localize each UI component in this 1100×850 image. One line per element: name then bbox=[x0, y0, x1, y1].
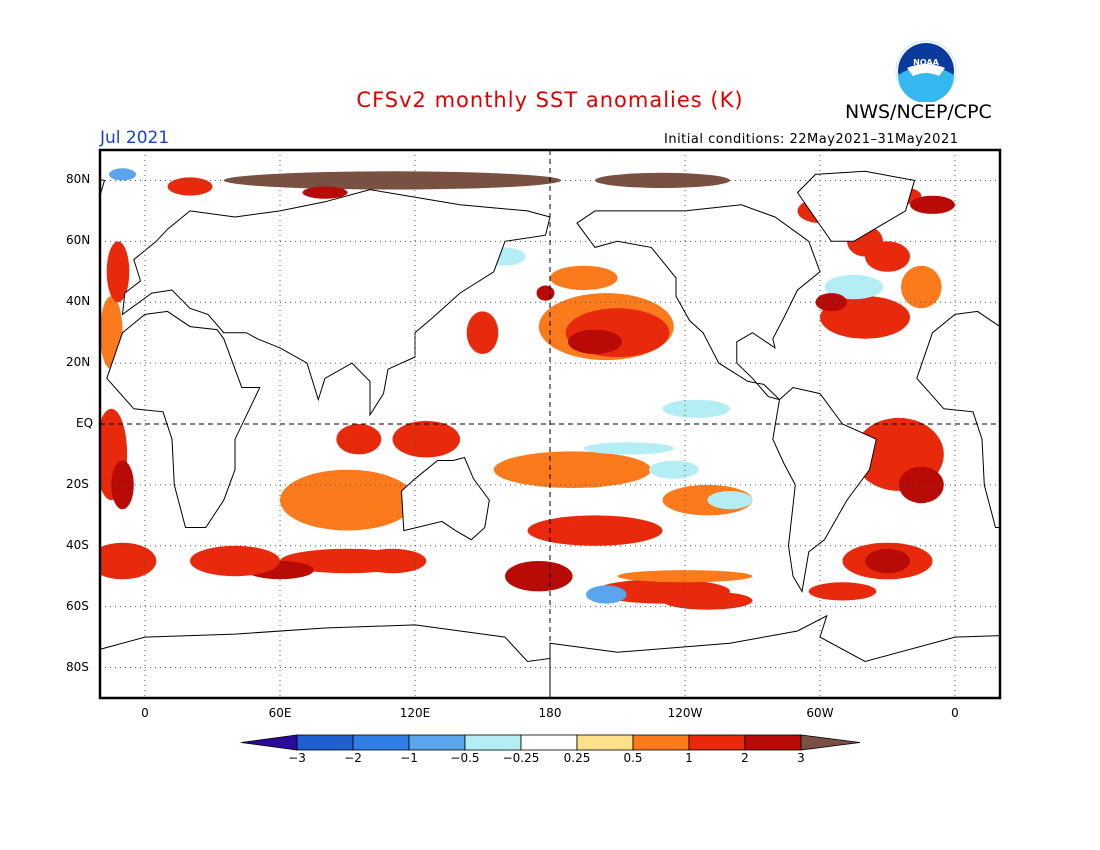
lon-tick-label: 120W bbox=[667, 706, 703, 720]
agency-label: NWS/NCEP/CPC bbox=[845, 101, 992, 123]
anomaly-patch bbox=[550, 265, 618, 291]
colorbar bbox=[240, 734, 861, 751]
lat-tick-label: 40N bbox=[66, 294, 91, 309]
greenland-land bbox=[796, 170, 916, 242]
lon-tick-label: 60E bbox=[268, 706, 292, 720]
eurasia-land bbox=[121, 189, 551, 417]
anomaly-patch bbox=[302, 186, 348, 199]
anomaly-patch bbox=[466, 311, 499, 355]
colorbar-low-arrow bbox=[240, 734, 298, 751]
anomaly-patch bbox=[617, 570, 753, 583]
lat-tick-label: 60N bbox=[66, 233, 91, 248]
anomaly-patch bbox=[392, 420, 461, 458]
anomaly-patch bbox=[111, 460, 134, 510]
anomaly-patch bbox=[808, 582, 877, 601]
colorbar-swatch bbox=[520, 734, 578, 751]
anomaly-patch bbox=[358, 548, 427, 574]
samerica-land bbox=[772, 386, 877, 593]
anomaly-patch bbox=[586, 585, 627, 604]
lat-tick-label: 60S bbox=[66, 598, 89, 613]
logo-text: NOAA bbox=[913, 58, 939, 67]
lon-tick-label: 0 bbox=[141, 706, 149, 720]
anomaly-patch bbox=[707, 491, 753, 510]
colorbar-swatch bbox=[464, 734, 522, 751]
colorbar-tick-label: 1 bbox=[685, 751, 693, 765]
colorbar-tick-label: 0.25 bbox=[563, 751, 591, 765]
anomaly-patch bbox=[865, 548, 910, 574]
colorbar-tick-label: −2 bbox=[344, 751, 362, 765]
colorbar-swatch bbox=[632, 734, 690, 751]
colorbar-tick-label: −3 bbox=[288, 751, 306, 765]
colorbar-high-arrow bbox=[800, 734, 861, 751]
colorbar-swatch bbox=[408, 734, 466, 751]
plot-frame bbox=[98, 148, 1002, 700]
anomaly-patch bbox=[910, 195, 955, 214]
anomaly-patch bbox=[583, 442, 674, 455]
anomaly-patch bbox=[493, 451, 652, 489]
anomaly-patch bbox=[898, 466, 944, 504]
anomaly-field bbox=[100, 168, 955, 610]
australia-land bbox=[400, 456, 490, 541]
anomaly-patch bbox=[649, 460, 699, 479]
colorbar-swatch bbox=[296, 734, 354, 751]
anomaly-patch bbox=[662, 399, 731, 418]
lon-tick-label: 120E bbox=[399, 706, 431, 720]
lat-tick-label: EQ bbox=[76, 416, 94, 430]
chart-title: CFSv2 monthly SST anomalies (K) bbox=[356, 88, 744, 112]
colorbar-tick-label: −0.25 bbox=[502, 751, 540, 765]
antarctica-land bbox=[549, 614, 1000, 698]
anomaly-patch bbox=[617, 425, 708, 435]
anomaly-patch bbox=[223, 171, 562, 190]
valid-month: Jul 2021 bbox=[100, 128, 170, 148]
anomaly-patch bbox=[167, 177, 213, 196]
initial-conditions: Initial conditions: 22May2021–31May2021 bbox=[664, 132, 959, 147]
anomaly-patch bbox=[336, 424, 382, 455]
colorbar-tick-label: 2 bbox=[741, 751, 749, 765]
colorbar-swatch bbox=[576, 734, 634, 751]
lon-tick-label: 60W bbox=[806, 706, 834, 720]
anomaly-patch bbox=[815, 293, 848, 312]
colorbar-tick-label: 3 bbox=[797, 751, 805, 765]
lat-tick-label: 80S bbox=[66, 659, 89, 674]
lon-tick-label: 0 bbox=[951, 706, 959, 720]
anomaly-patch bbox=[568, 329, 622, 354]
anomaly-patch bbox=[536, 285, 555, 301]
anomaly-patch bbox=[100, 542, 157, 580]
colorbar-swatch bbox=[744, 734, 802, 751]
colorbar-swatch bbox=[352, 734, 410, 751]
anomaly-patch bbox=[595, 172, 730, 188]
anomaly-patch bbox=[280, 433, 325, 476]
lat-tick-label: 20S bbox=[66, 476, 89, 491]
colorbar-tick-label: −1 bbox=[400, 751, 418, 765]
coastlines bbox=[100, 170, 1000, 698]
anomaly-patch bbox=[527, 515, 663, 546]
lat-tick-label: 80N bbox=[66, 172, 91, 187]
anomaly-patch bbox=[824, 274, 884, 300]
anomaly-patch bbox=[109, 168, 136, 181]
colorbar-tick-label: −0.5 bbox=[450, 751, 480, 765]
colorbar-tick-label: 0.5 bbox=[623, 751, 643, 765]
lon-tick-label: 180 bbox=[538, 706, 562, 720]
africa-land bbox=[916, 310, 1000, 528]
anomaly-patch bbox=[865, 241, 910, 272]
namerica-land bbox=[576, 204, 821, 401]
noaa-logo-icon: NOAA bbox=[895, 40, 957, 102]
anomaly-patch bbox=[901, 265, 942, 309]
anomaly-patch bbox=[505, 561, 573, 592]
lat-tick-label: 20N bbox=[66, 355, 91, 370]
anomaly-patch bbox=[106, 241, 130, 303]
lat-tick-label: 40S bbox=[66, 537, 89, 552]
graticule bbox=[100, 150, 1000, 698]
anomaly-patch bbox=[190, 545, 280, 577]
anomaly-patch bbox=[280, 469, 415, 531]
colorbar-swatch bbox=[688, 734, 746, 751]
